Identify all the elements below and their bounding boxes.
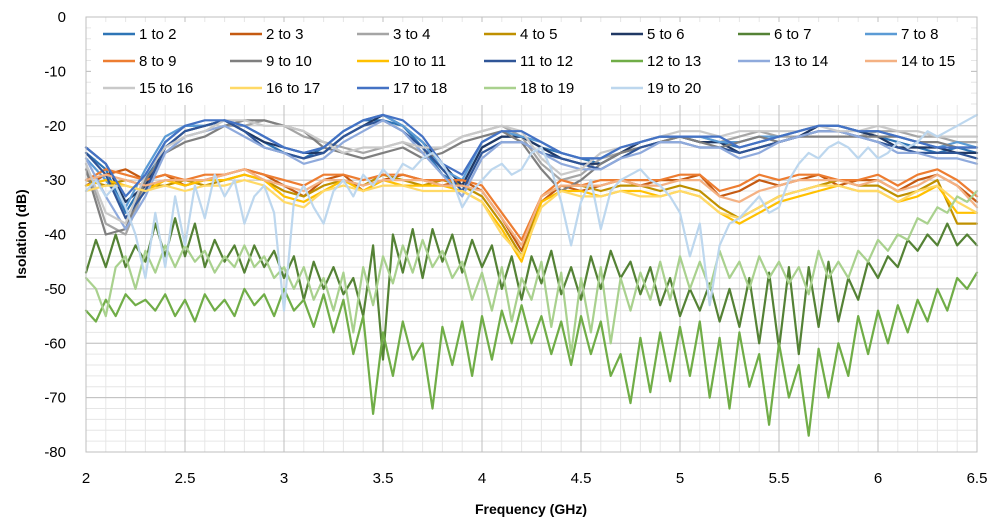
series-line-18: [84, 189, 979, 356]
y-tick-label: -70: [44, 390, 66, 407]
legend-label: 15 to 16: [139, 80, 193, 97]
y-tick-label: -40: [44, 227, 66, 244]
legend: 1 to 2 2 to 3 3 to 4 4 to 5 5 to 6 6 to 7 7 to…: [91, 22, 971, 105]
legend-label: 14 to 15: [901, 53, 955, 70]
x-tick-label: 2.5: [175, 470, 196, 487]
legend-label: 10 to 11: [393, 53, 446, 70]
plot-area-border: [85, 16, 978, 453]
y-tick-label: -50: [44, 281, 66, 298]
legend-label: 19 to 20: [647, 80, 701, 97]
legend-background: [91, 22, 971, 105]
series-line-6: [84, 217, 979, 361]
x-tick-label: 5: [676, 470, 684, 487]
x-tick-label: 4: [478, 470, 486, 487]
x-tick-label: 4.5: [571, 470, 592, 487]
x-tick-label: 3: [280, 470, 288, 487]
series-line-13: [84, 119, 979, 231]
series-line-12: [84, 271, 979, 437]
series-line-15: [84, 119, 979, 225]
y-tick-label: -80: [44, 444, 66, 461]
x-tick-label: 2: [82, 470, 90, 487]
legend-label: 7 to 8: [901, 26, 939, 43]
legend-label: 6 to 7: [774, 26, 812, 43]
legend-label: 5 to 6: [647, 26, 685, 43]
x-axis-ticks: 2 2.5 3 3.5 4 4.5 5 5.5 6 6.5: [82, 470, 988, 487]
y-tick-label: -60: [44, 335, 66, 352]
y-tick-label: -30: [44, 172, 66, 189]
y-axis-title: Isolation (dB): [13, 189, 29, 278]
legend-label: 16 to 17: [266, 80, 320, 97]
legend-label: 11 to 12: [520, 53, 573, 70]
series-line-17: [84, 113, 979, 198]
legend-label: 4 to 5: [520, 26, 558, 43]
legend-label: 1 to 2: [139, 26, 177, 43]
x-tick-label: 5.5: [769, 470, 790, 487]
y-axis-ticks: 0 -10 -20 -30 -40 -50 -60 -70 -80: [44, 9, 66, 461]
legend-label: 18 to 19: [520, 80, 574, 97]
x-axis-title: Frequency (GHz): [475, 501, 587, 517]
legend-label: 2 to 3: [266, 26, 304, 43]
series-layer: [84, 113, 979, 437]
legend-label: 9 to 10: [266, 53, 312, 70]
legend-label: 13 to 14: [774, 53, 828, 70]
legend-label: 12 to 13: [647, 53, 701, 70]
x-tick-label: 6.5: [967, 470, 988, 487]
legend-label: 17 to 18: [393, 80, 447, 97]
y-tick-label: -10: [44, 63, 66, 80]
series-line-14: [84, 168, 979, 247]
legend-label: 8 to 9: [139, 53, 177, 70]
legend-label: 3 to 4: [393, 26, 431, 43]
series-line-19: [84, 113, 979, 312]
y-tick-label: 0: [58, 9, 66, 26]
x-tick-label: 3.5: [373, 470, 394, 487]
x-tick-label: 6: [874, 470, 882, 487]
y-tick-label: -20: [44, 118, 66, 135]
